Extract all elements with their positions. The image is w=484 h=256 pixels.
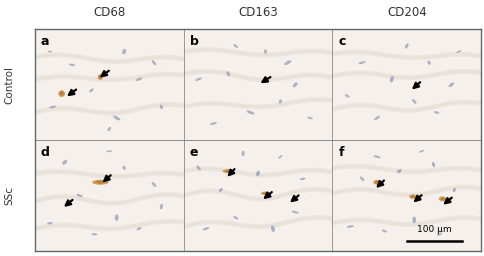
Ellipse shape: [404, 44, 408, 49]
Ellipse shape: [47, 222, 53, 225]
Ellipse shape: [448, 82, 453, 87]
Ellipse shape: [151, 182, 156, 187]
Ellipse shape: [246, 110, 254, 114]
Ellipse shape: [256, 171, 259, 176]
Ellipse shape: [233, 216, 238, 219]
Ellipse shape: [431, 162, 434, 167]
Ellipse shape: [438, 196, 445, 201]
Ellipse shape: [62, 160, 67, 165]
Text: 100 μm: 100 μm: [416, 225, 451, 234]
Ellipse shape: [159, 204, 163, 209]
Ellipse shape: [106, 150, 112, 152]
Ellipse shape: [47, 51, 52, 52]
Ellipse shape: [241, 151, 244, 156]
Ellipse shape: [375, 181, 378, 184]
Text: SSc: SSc: [5, 186, 15, 205]
Ellipse shape: [113, 116, 120, 120]
Ellipse shape: [292, 82, 297, 87]
Ellipse shape: [278, 155, 282, 158]
Ellipse shape: [49, 106, 56, 108]
Ellipse shape: [344, 94, 349, 98]
Ellipse shape: [89, 89, 93, 92]
Ellipse shape: [233, 44, 238, 48]
Text: CD163: CD163: [238, 6, 277, 19]
Ellipse shape: [226, 71, 230, 76]
Ellipse shape: [389, 76, 393, 82]
Text: c: c: [338, 35, 345, 48]
Ellipse shape: [418, 150, 424, 153]
Ellipse shape: [96, 181, 104, 184]
Ellipse shape: [396, 169, 401, 173]
Ellipse shape: [373, 180, 380, 185]
Ellipse shape: [225, 170, 230, 172]
Text: a: a: [41, 35, 49, 48]
Ellipse shape: [222, 169, 233, 173]
Ellipse shape: [271, 226, 274, 232]
Ellipse shape: [60, 92, 63, 95]
Text: e: e: [189, 146, 197, 159]
Ellipse shape: [358, 61, 365, 64]
Ellipse shape: [97, 74, 103, 80]
Ellipse shape: [107, 127, 111, 131]
Ellipse shape: [76, 194, 83, 197]
Ellipse shape: [373, 116, 379, 120]
Ellipse shape: [136, 78, 142, 81]
Ellipse shape: [151, 60, 156, 65]
Ellipse shape: [159, 105, 163, 109]
Ellipse shape: [408, 194, 415, 199]
Ellipse shape: [440, 198, 443, 200]
Ellipse shape: [202, 227, 209, 230]
Ellipse shape: [299, 178, 305, 180]
Ellipse shape: [136, 227, 141, 230]
Ellipse shape: [455, 50, 460, 53]
Ellipse shape: [359, 176, 363, 181]
Text: b: b: [189, 35, 198, 48]
Ellipse shape: [260, 191, 270, 195]
Ellipse shape: [195, 78, 201, 81]
Ellipse shape: [306, 117, 312, 119]
Ellipse shape: [122, 49, 126, 54]
Ellipse shape: [115, 214, 118, 221]
Text: CD68: CD68: [93, 6, 125, 19]
Ellipse shape: [426, 60, 430, 65]
Ellipse shape: [433, 111, 439, 114]
Ellipse shape: [99, 76, 102, 78]
Ellipse shape: [284, 60, 291, 65]
Ellipse shape: [346, 225, 353, 228]
Ellipse shape: [291, 211, 298, 214]
Ellipse shape: [196, 165, 200, 170]
Ellipse shape: [210, 122, 216, 125]
Ellipse shape: [452, 188, 455, 192]
Ellipse shape: [263, 193, 267, 194]
Ellipse shape: [92, 180, 108, 185]
Text: f: f: [338, 146, 343, 159]
Ellipse shape: [410, 196, 413, 198]
Text: Control: Control: [5, 66, 15, 104]
Ellipse shape: [91, 233, 97, 236]
Text: d: d: [41, 146, 50, 159]
Ellipse shape: [263, 49, 266, 54]
Ellipse shape: [218, 188, 222, 192]
Ellipse shape: [278, 99, 281, 104]
Ellipse shape: [411, 217, 415, 223]
Ellipse shape: [373, 155, 380, 158]
Ellipse shape: [58, 90, 65, 97]
Text: CD204: CD204: [386, 6, 426, 19]
Ellipse shape: [69, 63, 75, 66]
Ellipse shape: [436, 233, 441, 236]
Ellipse shape: [381, 229, 386, 232]
Ellipse shape: [411, 99, 416, 104]
Ellipse shape: [122, 166, 125, 170]
